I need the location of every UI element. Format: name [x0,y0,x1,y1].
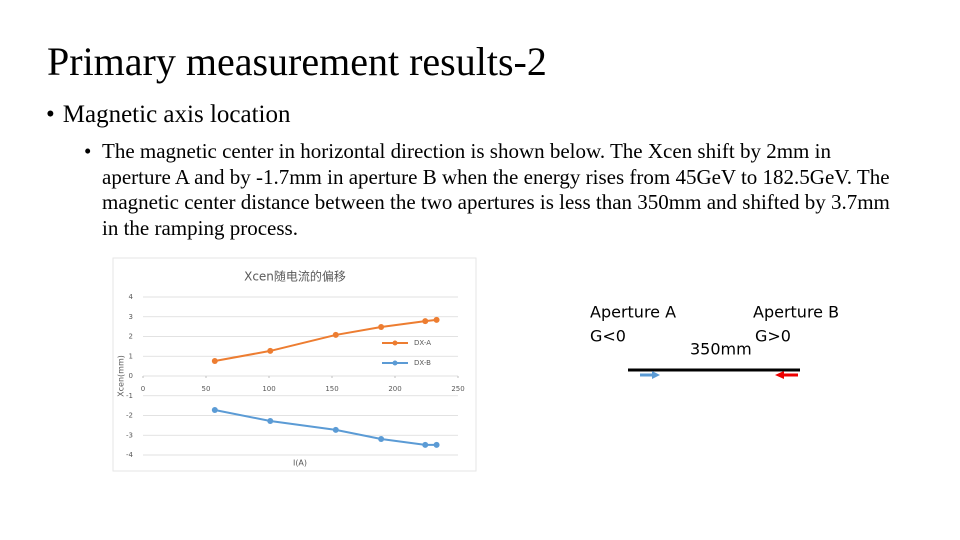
label: G<0 [590,327,626,346]
bullet: The magnetic center in horizontal direct… [84,139,892,241]
label: Aperture B [753,303,839,322]
legend-marker [392,340,398,346]
slide-title: Primary measurement results-2 [47,39,547,84]
label: Aperture A [590,303,676,322]
x-tick-label: 200 [388,385,401,393]
y-tick-label: 4 [129,293,134,301]
label: G>0 [755,327,791,346]
chart-title: Xcen随电流的偏移 [244,269,346,284]
y-tick-label: 2 [129,333,133,341]
arrow-head [652,371,660,379]
y-tick-label: -2 [126,412,133,420]
y-axis-label: Xcen(mm) [117,355,126,397]
legend-label: DX-A [414,339,431,347]
x-axis-label: I(A) [293,459,307,468]
y-tick-label: 0 [129,372,133,380]
point [378,324,385,331]
point [267,418,274,425]
point [433,316,440,323]
legend-label: DX-B [414,359,431,367]
y-tick-label: 3 [129,313,133,321]
legend-marker [392,360,398,366]
point [422,441,429,448]
x-tick-label: 150 [325,385,338,393]
x-tick-label: 100 [262,385,275,393]
y-tick-label: -1 [126,392,133,400]
point [211,406,218,413]
y-tick-label: -4 [126,451,134,459]
point [433,441,440,448]
y-tick-label: 1 [129,352,133,360]
x-tick-label: 50 [202,385,211,393]
point [378,436,385,443]
point [267,347,274,354]
point [332,426,339,433]
bullet: Magnetic axis location [46,101,291,129]
y-tick-label: -3 [126,431,133,439]
point [422,318,429,325]
label: 350mm [690,340,752,359]
point [211,357,218,364]
arrow-head [775,371,784,379]
point [332,331,339,338]
x-tick-label: 0 [141,385,145,393]
x-tick-label: 250 [451,385,464,393]
